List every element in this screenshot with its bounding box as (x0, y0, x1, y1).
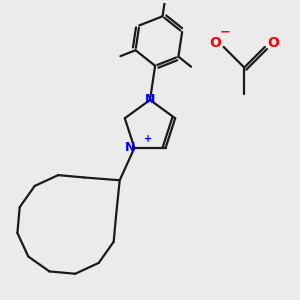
Text: O: O (209, 35, 221, 50)
Text: −: − (220, 25, 230, 38)
Text: N: N (125, 141, 135, 154)
Text: +: + (144, 134, 152, 144)
Text: O: O (268, 35, 280, 50)
Text: N: N (145, 93, 155, 106)
